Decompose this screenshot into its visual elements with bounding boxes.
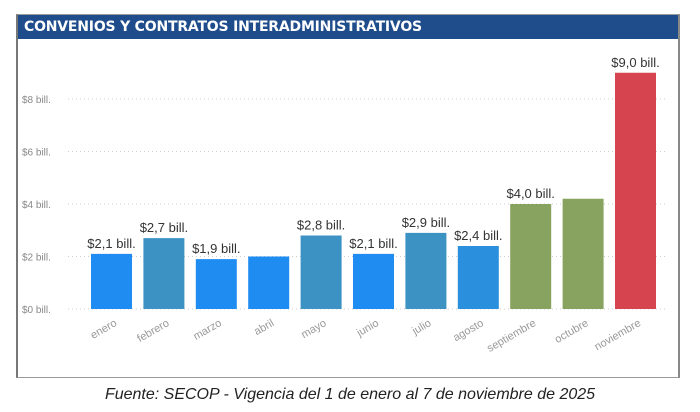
x-tick-label: abril [252,317,276,338]
x-tick-label: noviembre [593,317,643,353]
x-tick-label: septiembre [485,317,538,355]
x-tick-label: agosto [451,317,486,344]
y-tick-label: $8 bill. [22,95,51,106]
bar-noviembre [615,72,656,309]
y-tick-label: $2 bill. [22,253,51,264]
data-label: $2,8 bill. [297,218,345,233]
data-label: $2,1 bill. [349,236,397,251]
bar-chart: $0 bill. $2 bill. $4 bill. $6 bill. $8 bill.… [22,55,668,355]
data-label: $4,0 bill. [506,186,554,201]
bar-agosto [457,246,499,309]
bar-abril [248,256,290,309]
bar-enero [91,253,132,309]
x-tick-label: enero [89,317,119,341]
bar-septiembre [510,204,552,309]
x-tick-label: julio [410,317,434,338]
bar-febrero [143,238,185,309]
x-tick-label: mayo [299,317,328,341]
x-tick-label: marzo [191,317,223,343]
bar-octubre [562,198,604,309]
x-tick-label: febrero [135,317,171,345]
data-label: $2,1 bill. [87,236,135,251]
bar-marzo [195,259,237,309]
bar-mayo [300,235,342,309]
x-tick-label: junio [354,317,381,340]
x-tick-label: octubre [553,317,591,346]
data-label: $2,4 bill. [454,228,502,243]
source-caption: Fuente: SECOP - Vigencia del 1 de enero … [104,386,596,403]
chart-title: CONVENIOS Y CONTRATOS INTERADMINISTRATIV… [18,15,678,39]
data-label: $2,7 bill. [140,220,188,235]
data-label: $9,0 bill. [611,55,659,70]
bar-julio [405,232,447,309]
chart-frame: CONVENIOS Y CONTRATOS INTERADMINISTRATIV… [16,14,680,378]
data-label: $2,9 bill. [402,215,450,230]
bar-junio [353,253,394,309]
y-tick-label: $4 bill. [22,200,51,211]
data-label: $1,9 bill. [192,241,240,256]
y-tick-label: $0 bill. [22,305,51,316]
y-tick-label: $6 bill. [22,148,51,159]
